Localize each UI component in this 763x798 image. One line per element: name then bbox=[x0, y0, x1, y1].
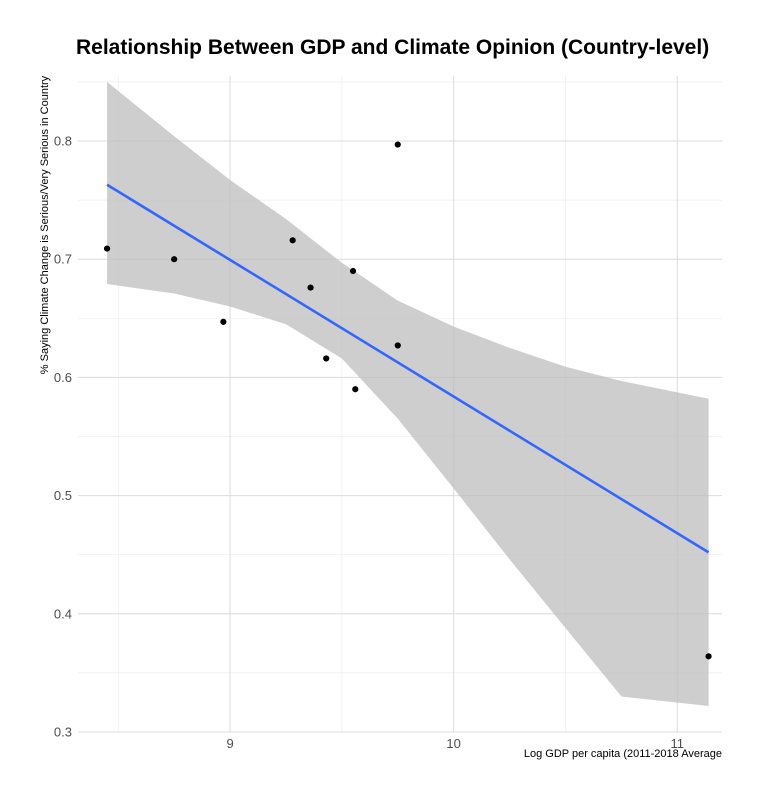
confidence-band bbox=[107, 82, 709, 706]
y-tick-label: 0.8 bbox=[54, 134, 72, 149]
data-point bbox=[350, 268, 356, 274]
fit-line-group bbox=[107, 185, 709, 553]
y-axis-label: % Saying Climate Change is Serious/Very … bbox=[39, 75, 51, 374]
data-point bbox=[323, 355, 329, 361]
x-tick-label: 9 bbox=[226, 736, 233, 751]
data-point bbox=[395, 141, 401, 147]
y-tick-label: 0.7 bbox=[54, 252, 72, 267]
x-tick-label: 10 bbox=[446, 736, 460, 751]
y-tick-label: 0.3 bbox=[54, 725, 72, 740]
data-point bbox=[395, 342, 401, 348]
y-tick-label: 0.6 bbox=[54, 370, 72, 385]
y-tick-label: 0.5 bbox=[54, 488, 72, 503]
data-point bbox=[307, 284, 313, 290]
data-point bbox=[705, 653, 711, 659]
data-point bbox=[352, 386, 358, 392]
confidence-band-group bbox=[107, 82, 709, 706]
data-point bbox=[220, 319, 226, 325]
data-point bbox=[171, 256, 177, 262]
data-point bbox=[104, 245, 110, 251]
fit-line bbox=[107, 185, 709, 553]
y-tick-label: 0.4 bbox=[54, 606, 72, 621]
data-point bbox=[290, 237, 296, 243]
x-axis-label: Log GDP per capita (2011-2018 Average bbox=[524, 748, 722, 760]
